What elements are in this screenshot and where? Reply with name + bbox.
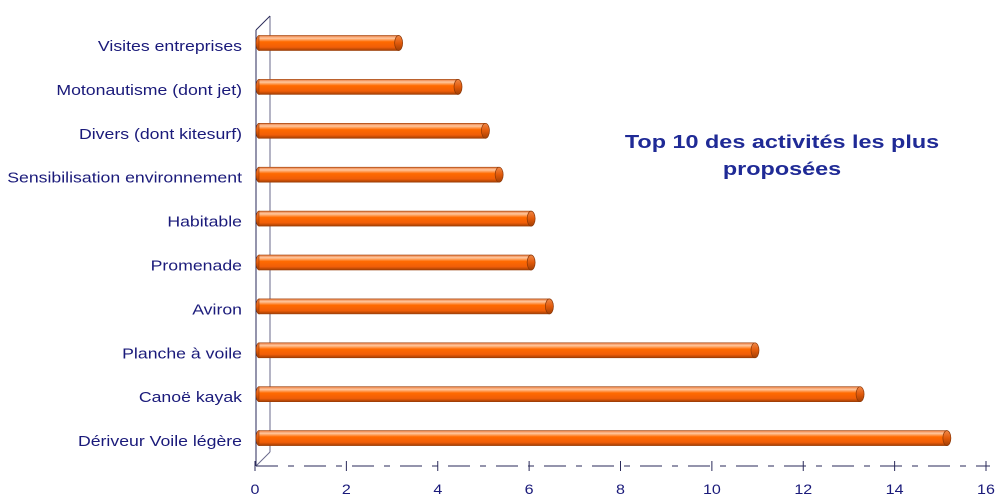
category-label: Canoë kayak	[139, 390, 243, 406]
category-label: Visites entreprises	[98, 38, 242, 54]
bar-body	[258, 35, 399, 51]
x-tick-label: 10	[703, 482, 721, 497]
bar-end-cap	[526, 254, 536, 271]
bar-end-cap	[394, 35, 403, 51]
x-tick-label: 0	[251, 482, 260, 497]
x-tick-label: 4	[433, 482, 442, 497]
bar-end-cap	[750, 342, 760, 359]
bar	[255, 122, 490, 139]
category-label: Motonautisme (dont jet)	[56, 82, 242, 98]
top-corner-edge	[255, 15, 271, 31]
bar-body	[258, 210, 532, 227]
bar-end-cap	[942, 430, 952, 446]
bar-body	[258, 79, 459, 95]
bar-body	[258, 254, 532, 271]
bar	[255, 79, 463, 95]
bar	[255, 35, 403, 51]
chart-title: Top 10 des activités les plus proposées	[624, 132, 940, 179]
bar	[255, 210, 536, 227]
bar-body	[258, 298, 550, 315]
bar	[255, 166, 504, 183]
x-tick-label: 16	[977, 482, 995, 497]
bar-end-cap	[481, 122, 490, 139]
x-tick-label: 8	[616, 482, 625, 497]
bar	[255, 254, 536, 271]
bar-body	[258, 430, 948, 446]
category-label: Habitable	[167, 214, 242, 230]
bar	[255, 386, 865, 403]
bar-body	[258, 386, 861, 403]
bar	[255, 298, 554, 315]
x-tick-label: 6	[525, 482, 534, 497]
bar-end-cap	[855, 386, 865, 403]
category-label: Promenade	[151, 258, 242, 274]
bar-end-cap	[494, 166, 504, 183]
category-label: Planche à voile	[122, 346, 242, 362]
bar-body	[258, 123, 486, 139]
category-axis-labels: Visites entreprises Motonautisme (dont je…	[7, 38, 243, 449]
category-label: Sensibilisation environnement	[7, 170, 242, 186]
category-label: Divers (dont kitesurf)	[79, 126, 242, 142]
bottom-corner-edge	[255, 451, 271, 467]
x-tick-label: 14	[886, 482, 904, 497]
bar	[255, 430, 952, 446]
category-label: Dériveur Voile légère	[78, 434, 242, 450]
bar-body	[258, 342, 756, 359]
x-tick-label: 12	[794, 482, 812, 497]
bar-end-cap	[526, 210, 536, 227]
bar-series	[255, 35, 952, 446]
category-label: Aviron	[192, 302, 242, 318]
bar-body	[258, 166, 500, 183]
bar-end-cap	[453, 79, 463, 95]
bar	[255, 342, 760, 359]
x-tick-label: 2	[342, 482, 351, 497]
value-axis-ticks: 0 2 4 6 8 10 12 14 16	[251, 461, 995, 497]
bar-end-cap	[545, 298, 554, 315]
